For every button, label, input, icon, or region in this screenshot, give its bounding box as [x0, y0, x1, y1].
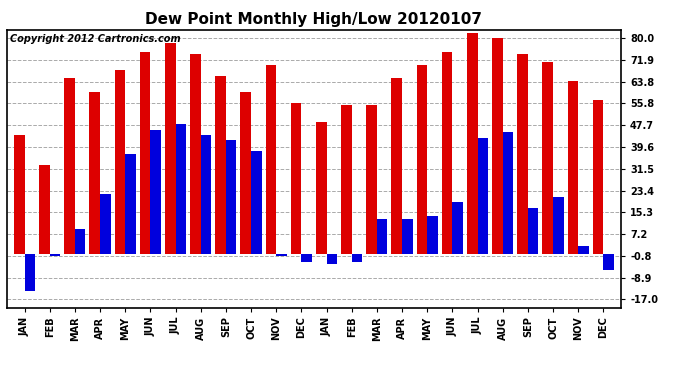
Bar	[542, 62, 553, 254]
Title: Dew Point Monthly High/Low 20120107: Dew Point Monthly High/Low 20120107	[146, 12, 482, 27]
Bar	[578, 246, 589, 254]
Text: Copyright 2012 Cartronics.com: Copyright 2012 Cartronics.com	[10, 34, 181, 44]
Bar	[326, 254, 337, 264]
Bar	[125, 154, 136, 254]
Bar	[64, 78, 75, 254]
Bar	[366, 105, 377, 254]
Bar	[553, 197, 564, 254]
Bar	[427, 216, 437, 254]
Bar	[39, 165, 50, 254]
Bar	[467, 33, 477, 254]
Bar	[25, 254, 35, 291]
Bar	[402, 219, 413, 254]
Bar	[417, 65, 427, 254]
Bar	[341, 105, 352, 254]
Bar	[316, 122, 326, 254]
Bar	[251, 151, 262, 254]
Bar	[593, 100, 603, 254]
Bar	[352, 254, 362, 262]
Bar	[226, 141, 237, 254]
Bar	[503, 132, 513, 254]
Bar	[290, 103, 302, 254]
Bar	[477, 138, 488, 254]
Bar	[453, 202, 463, 254]
Bar	[391, 78, 402, 254]
Bar	[190, 54, 201, 254]
Bar	[75, 230, 86, 254]
Bar	[150, 130, 161, 254]
Bar	[276, 254, 287, 256]
Bar	[175, 124, 186, 254]
Bar	[90, 92, 100, 254]
Bar	[603, 254, 614, 270]
Bar	[302, 254, 312, 262]
Bar	[50, 254, 60, 256]
Bar	[201, 135, 211, 254]
Bar	[518, 54, 528, 254]
Bar	[115, 70, 125, 254]
Bar	[568, 81, 578, 254]
Bar	[442, 51, 453, 254]
Bar	[14, 135, 25, 254]
Bar	[215, 76, 226, 254]
Bar	[240, 92, 251, 254]
Bar	[140, 51, 150, 254]
Bar	[377, 219, 388, 254]
Bar	[266, 65, 276, 254]
Bar	[528, 208, 538, 254]
Bar	[492, 38, 503, 254]
Bar	[165, 44, 175, 254]
Bar	[100, 194, 110, 254]
